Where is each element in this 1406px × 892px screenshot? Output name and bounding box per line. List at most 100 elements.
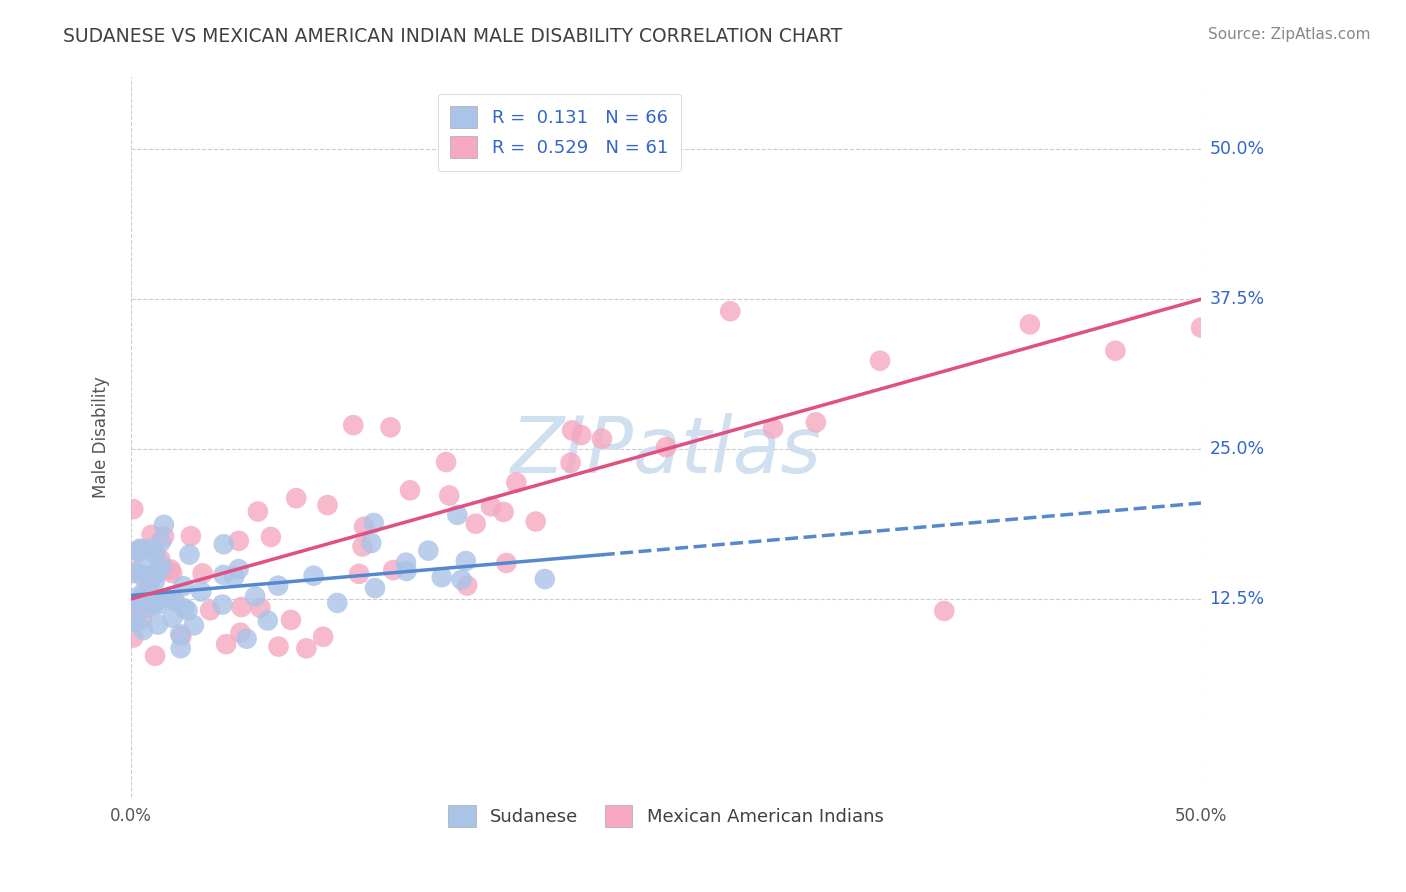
Point: [399, 483, 422, 498]
Point: [295, 641, 318, 656]
Point: [122, 615, 145, 629]
Point: [326, 596, 349, 610]
Point: [246, 504, 269, 518]
Point: [136, 578, 159, 592]
Point: [135, 589, 157, 603]
Point: [934, 604, 956, 618]
Point: [198, 603, 221, 617]
Point: [352, 540, 374, 554]
Point: [267, 640, 290, 654]
Point: [143, 648, 166, 663]
Point: [143, 574, 166, 589]
Point: [149, 534, 172, 549]
Text: 25.0%: 25.0%: [1209, 440, 1264, 458]
Point: [146, 617, 169, 632]
Point: [131, 612, 153, 626]
Point: [180, 529, 202, 543]
Point: [229, 625, 252, 640]
Point: [560, 456, 582, 470]
Point: [231, 600, 253, 615]
Point: [122, 566, 145, 581]
Text: SUDANESE VS MEXICAN AMERICAN INDIAN MALE DISABILITY CORRELATION CHART: SUDANESE VS MEXICAN AMERICAN INDIAN MALE…: [63, 27, 842, 45]
Point: [360, 536, 382, 550]
Point: [395, 556, 418, 570]
Point: [128, 545, 150, 559]
Point: [505, 475, 527, 490]
Point: [228, 533, 250, 548]
Point: [153, 529, 176, 543]
Point: [395, 564, 418, 578]
Point: [153, 517, 176, 532]
Point: [155, 591, 177, 606]
Point: [450, 573, 472, 587]
Point: [138, 575, 160, 590]
Point: [569, 428, 592, 442]
Point: [145, 566, 167, 580]
Point: [446, 508, 468, 522]
Point: [129, 542, 152, 557]
Point: [342, 418, 364, 433]
Point: [179, 548, 201, 562]
Point: [524, 515, 547, 529]
Point: [143, 597, 166, 611]
Point: [138, 587, 160, 601]
Point: [235, 632, 257, 646]
Point: [464, 516, 486, 531]
Point: [190, 584, 212, 599]
Point: [138, 570, 160, 584]
Point: [135, 568, 157, 582]
Point: [418, 543, 440, 558]
Point: [224, 569, 246, 583]
Point: [122, 591, 145, 605]
Point: [143, 592, 166, 607]
Text: 37.5%: 37.5%: [1209, 290, 1264, 309]
Point: [280, 613, 302, 627]
Point: [363, 516, 385, 530]
Point: [285, 491, 308, 505]
Point: [260, 530, 283, 544]
Point: [129, 541, 152, 556]
Point: [211, 598, 233, 612]
Point: [146, 598, 169, 612]
Point: [142, 598, 165, 612]
Point: [718, 304, 741, 318]
Point: [1189, 320, 1212, 334]
Point: [353, 519, 375, 533]
Point: [162, 611, 184, 625]
Point: [170, 629, 193, 643]
Point: [122, 597, 145, 611]
Point: [212, 568, 235, 582]
Point: [430, 570, 453, 584]
Point: [479, 500, 502, 514]
Point: [533, 572, 555, 586]
Point: [183, 618, 205, 632]
Legend: Sudanese, Mexican American Indians: Sudanese, Mexican American Indians: [441, 798, 891, 835]
Point: [591, 432, 613, 446]
Point: [228, 562, 250, 576]
Point: [150, 558, 173, 573]
Point: [561, 424, 583, 438]
Point: [347, 566, 370, 581]
Point: [149, 591, 172, 606]
Point: [316, 498, 339, 512]
Point: [132, 561, 155, 575]
Point: [492, 505, 515, 519]
Point: [125, 615, 148, 630]
Point: [173, 601, 195, 615]
Point: [456, 578, 478, 592]
Point: [762, 421, 785, 435]
Point: [869, 353, 891, 368]
Point: [124, 564, 146, 578]
Point: [141, 572, 163, 586]
Point: [160, 566, 183, 580]
Point: [191, 566, 214, 581]
Y-axis label: Male Disability: Male Disability: [93, 376, 110, 498]
Point: [138, 591, 160, 606]
Point: [122, 598, 145, 612]
Point: [145, 548, 167, 562]
Point: [169, 627, 191, 641]
Point: [245, 590, 267, 604]
Point: [655, 440, 678, 454]
Point: [136, 601, 159, 615]
Point: [146, 566, 169, 580]
